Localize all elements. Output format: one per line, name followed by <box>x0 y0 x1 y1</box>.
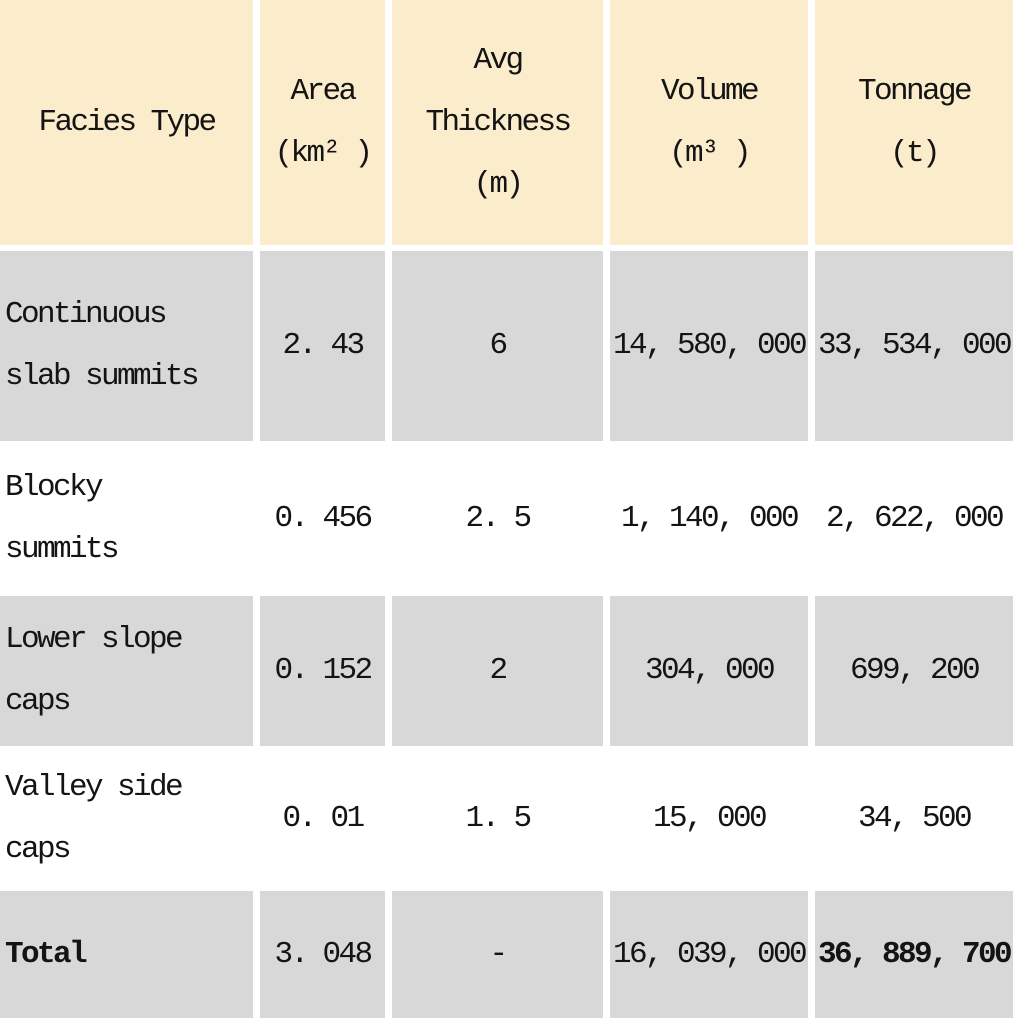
cell-thickness: 6 <box>392 251 603 441</box>
cell-facies: Lower slope caps <box>0 596 253 746</box>
cell-area: 2. 43 <box>260 251 385 441</box>
cell-volume-total: 16, 039, 000 <box>610 891 808 1018</box>
header-cell-facies-type: Facies Type <box>0 0 253 245</box>
header-cell-tonnage: Tonnage (t) <box>815 0 1013 245</box>
cell-thickness: 1. 5 <box>392 752 603 885</box>
header-cell-volume: Volume (m³ ) <box>610 0 808 245</box>
cell-area: 0. 01 <box>260 752 385 885</box>
cell-tonnage-total: 36, 889, 700 <box>815 891 1013 1018</box>
cell-facies: Valley side caps <box>0 752 253 885</box>
header-cell-area: Area (km² ) <box>260 0 385 245</box>
cell-volume: 15, 000 <box>610 752 808 885</box>
cell-thickness: 2. 5 <box>392 447 603 590</box>
cell-area: 0. 152 <box>260 596 385 746</box>
cell-tonnage: 699, 200 <box>815 596 1013 746</box>
cell-facies: Continuous slab summits <box>0 251 253 441</box>
cell-facies-total: Total <box>0 891 253 1018</box>
cell-volume: 304, 000 <box>610 596 808 746</box>
cell-thickness: 2 <box>392 596 603 746</box>
cell-volume: 1, 140, 000 <box>610 447 808 590</box>
cell-thickness-total: - <box>392 891 603 1018</box>
cell-area: 0. 456 <box>260 447 385 590</box>
cell-tonnage: 33, 534, 000 <box>815 251 1013 441</box>
cell-facies: Blocky summits <box>0 447 253 590</box>
cell-area-total: 3. 048 <box>260 891 385 1018</box>
cell-volume: 14, 580, 000 <box>610 251 808 441</box>
header-cell-avg-thickness: Avg Thickness (m) <box>392 0 603 245</box>
cell-tonnage: 2, 622, 000 <box>815 447 1013 590</box>
cell-tonnage: 34, 500 <box>815 752 1013 885</box>
